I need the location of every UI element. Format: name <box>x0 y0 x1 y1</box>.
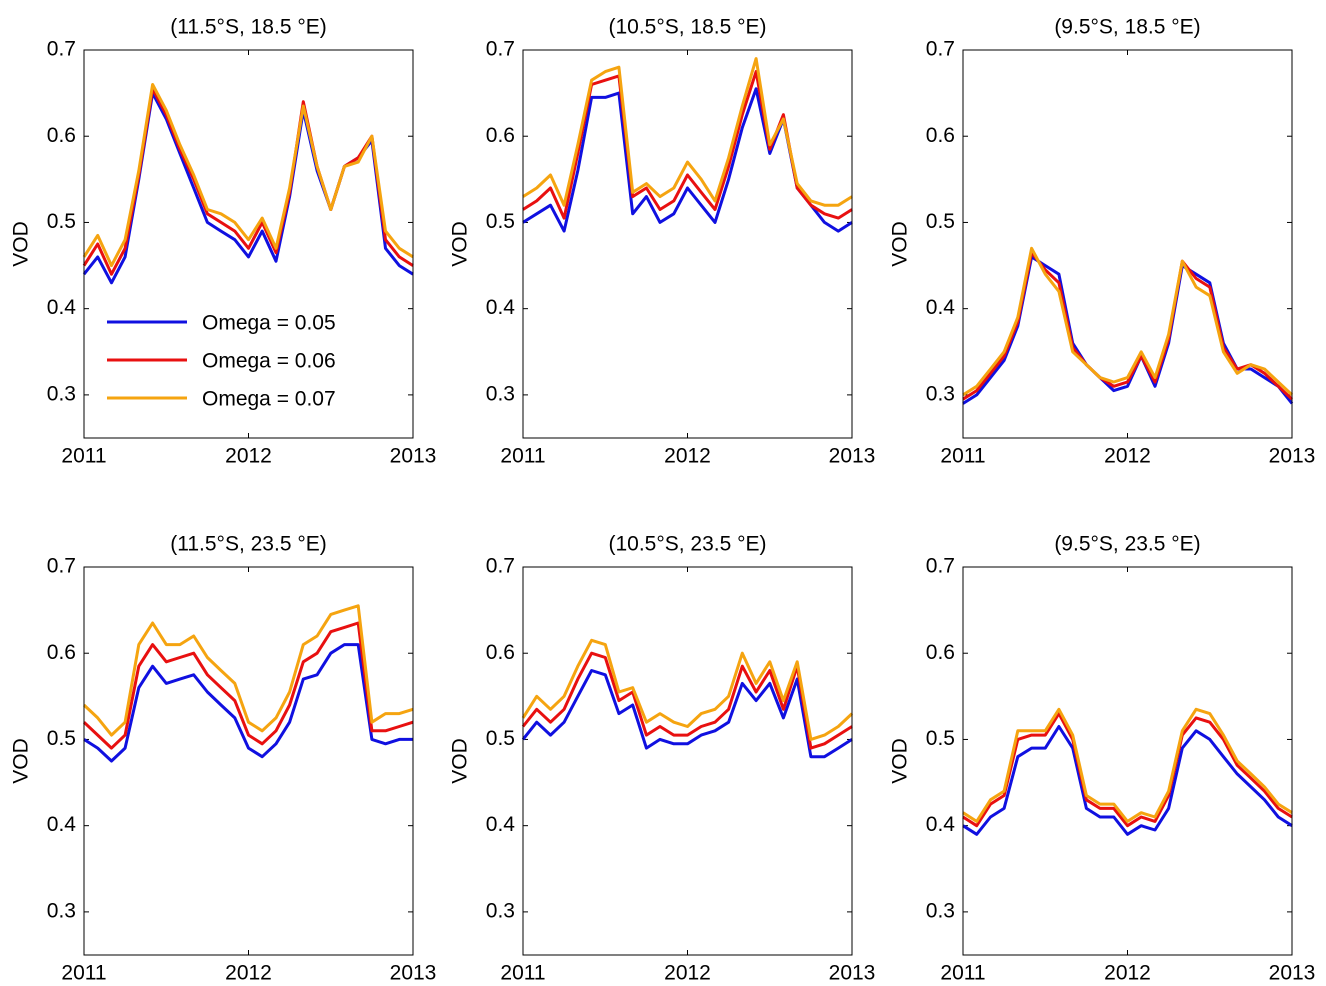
y-tick-label: 0.7 <box>486 555 515 578</box>
y-tick-label: 0.6 <box>486 124 515 147</box>
series-line <box>962 712 1293 828</box>
y-tick-label: 0.3 <box>47 382 76 405</box>
y-tick-label: 0.3 <box>486 382 515 405</box>
x-tick-label: 2012 <box>664 445 711 468</box>
legend-label: Omega = 0.06 <box>202 350 336 373</box>
series-line <box>522 70 853 220</box>
series-line <box>522 57 853 207</box>
y-tick-label: 0.5 <box>47 210 76 233</box>
y-tick-label: 0.6 <box>926 124 955 147</box>
x-tick-label: 2011 <box>500 445 545 468</box>
y-axis-label: VOD <box>449 221 472 267</box>
x-tick-label: 2011 <box>61 962 106 985</box>
y-tick-label: 0.5 <box>486 727 515 750</box>
chart-title: (9.5°S, 18.5 °E) <box>1054 16 1200 39</box>
axes-box <box>962 566 1293 956</box>
y-tick-label: 0.6 <box>486 641 515 664</box>
axes-box <box>522 566 853 956</box>
chart-title: (10.5°S, 18.5 °E) <box>608 16 766 39</box>
axes-box <box>83 566 414 956</box>
y-tick-label: 0.7 <box>47 38 76 61</box>
series-line <box>521 638 854 741</box>
series-line <box>522 87 853 233</box>
x-tick-label: 2013 <box>1269 445 1316 468</box>
x-tick-label: 2011 <box>500 962 545 985</box>
y-axis-label: VOD <box>10 738 33 784</box>
chart-title: (9.5°S, 23.5 °E) <box>1054 533 1200 556</box>
x-tick-label: 2011 <box>940 445 985 468</box>
y-tick-label: 0.6 <box>47 124 76 147</box>
chart-title: (11.5°S, 18.5 °E) <box>170 16 327 39</box>
y-tick-label: 0.4 <box>47 813 77 836</box>
y-tick-label: 0.5 <box>47 727 76 750</box>
y-tick-label: 0.6 <box>47 641 76 664</box>
chart-title: (11.5°S, 23.5 °E) <box>170 533 327 556</box>
y-tick-label: 0.7 <box>486 38 515 61</box>
series-line <box>962 725 1293 836</box>
y-tick-label: 0.7 <box>926 555 955 578</box>
y-axis-label: VOD <box>889 738 912 784</box>
series-line <box>82 87 414 276</box>
y-tick-label: 0.4 <box>926 813 956 836</box>
series-line <box>82 91 414 285</box>
axes-box <box>522 49 853 439</box>
y-tick-label: 0.7 <box>926 38 955 61</box>
series-line <box>82 83 414 268</box>
y-tick-label: 0.3 <box>47 899 76 922</box>
y-axis-label: VOD <box>889 221 912 267</box>
x-tick-label: 2011 <box>61 445 106 468</box>
series-line <box>962 251 1294 401</box>
series-line <box>82 621 414 750</box>
x-tick-label: 2013 <box>829 445 876 468</box>
y-tick-label: 0.3 <box>926 382 955 405</box>
y-tick-label: 0.6 <box>926 641 955 664</box>
series-line <box>83 643 413 763</box>
series-line <box>962 246 1294 397</box>
x-tick-label: 2012 <box>225 445 272 468</box>
chart-title: (10.5°S, 23.5 °E) <box>608 533 766 556</box>
y-tick-label: 0.4 <box>47 296 77 319</box>
x-tick-label: 2013 <box>390 962 437 985</box>
y-tick-label: 0.4 <box>486 296 516 319</box>
axes-box <box>962 49 1293 439</box>
y-tick-label: 0.3 <box>926 899 955 922</box>
y-axis-label: VOD <box>449 738 472 784</box>
y-tick-label: 0.7 <box>47 555 76 578</box>
y-tick-label: 0.4 <box>486 813 516 836</box>
y-tick-label: 0.3 <box>486 899 515 922</box>
legend-label: Omega = 0.07 <box>202 388 336 411</box>
y-tick-label: 0.4 <box>926 296 956 319</box>
legend-label: Omega = 0.05 <box>202 312 336 335</box>
x-tick-label: 2012 <box>1104 962 1151 985</box>
x-tick-label: 2012 <box>664 962 711 985</box>
axes-box <box>83 49 414 439</box>
y-tick-label: 0.5 <box>926 210 955 233</box>
series-line <box>521 669 853 759</box>
x-tick-label: 2011 <box>940 962 985 985</box>
x-tick-label: 2012 <box>225 962 272 985</box>
x-tick-label: 2013 <box>390 445 437 468</box>
y-axis-label: VOD <box>10 221 33 267</box>
x-tick-label: 2012 <box>1104 445 1151 468</box>
x-tick-label: 2013 <box>1269 962 1316 985</box>
x-tick-label: 2013 <box>829 962 876 985</box>
series-line <box>962 707 1293 823</box>
series-line <box>82 604 414 737</box>
y-tick-label: 0.5 <box>486 210 515 233</box>
y-tick-label: 0.5 <box>926 727 955 750</box>
